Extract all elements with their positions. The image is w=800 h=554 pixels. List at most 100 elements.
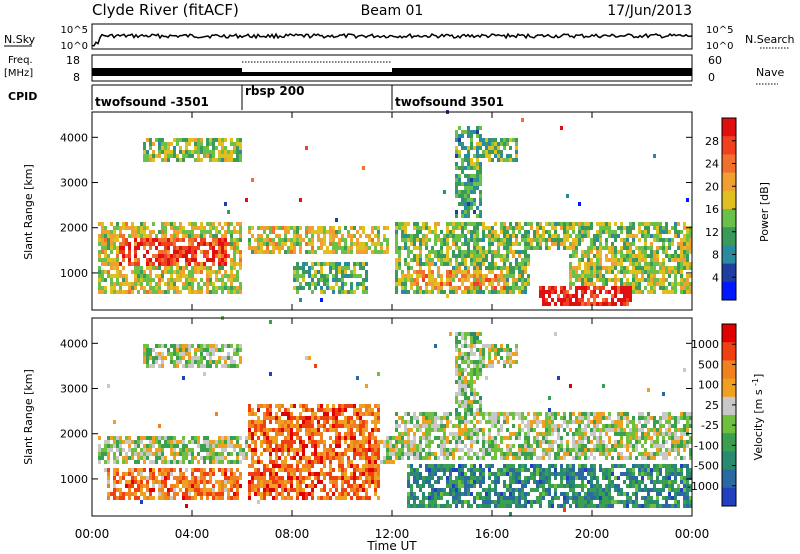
range-gate-cell — [467, 130, 470, 134]
range-gate-cell — [569, 246, 572, 250]
range-gate-cell — [602, 226, 605, 230]
range-gate-cell — [110, 238, 113, 242]
range-gate-cell — [653, 226, 656, 230]
range-gate-cell — [464, 472, 467, 476]
range-gate-cell — [446, 476, 449, 480]
range-gate-cell — [542, 294, 545, 298]
range-gate-cell — [218, 440, 221, 444]
range-gate-cell — [149, 448, 152, 452]
range-gate-cell — [176, 360, 179, 364]
range-gate-cell — [209, 448, 212, 452]
range-gate-cell — [509, 496, 512, 500]
range-gate-cell — [245, 452, 248, 456]
range-gate-cell — [461, 336, 464, 340]
range-gate-cell — [233, 266, 236, 270]
range-gate-cell — [611, 294, 614, 298]
range-gate-cell — [197, 452, 200, 456]
range-gate-cell — [479, 404, 482, 408]
range-gate-cell — [569, 222, 572, 226]
range-gate-cell — [626, 234, 629, 238]
range-gate-cell — [329, 496, 332, 500]
range-gate-cell — [338, 440, 341, 444]
range-gate-cell — [293, 404, 296, 408]
range-gate-cell — [356, 484, 359, 488]
cpid-segment-label: twofsound -3501 — [95, 95, 209, 109]
range-gate-cell — [230, 154, 233, 158]
range-gate-cell — [341, 282, 344, 286]
range-gate-cell — [509, 238, 512, 242]
range-gate-cell — [146, 436, 149, 440]
range-gate-cell — [236, 484, 239, 488]
range-gate-cell — [377, 452, 380, 456]
range-gate-cell — [215, 456, 218, 460]
range-gate-cell — [605, 282, 608, 286]
range-gate-cell — [506, 352, 509, 356]
range-gate-cell — [152, 150, 155, 154]
range-gate-cell — [419, 286, 422, 290]
range-gate-cell — [194, 138, 197, 142]
colorbar-swatch — [722, 172, 736, 192]
range-gate-cell — [218, 356, 221, 360]
range-gate-cell — [458, 400, 461, 404]
range-gate-cell — [98, 282, 101, 286]
range-gate-cell — [470, 130, 473, 134]
range-gate-cell — [431, 416, 434, 420]
range-gate-cell — [443, 242, 446, 246]
range-gate-cell — [425, 246, 428, 250]
range-gate-cell — [302, 440, 305, 444]
range-gate-cell — [116, 436, 119, 440]
range-gate-cell — [506, 468, 509, 472]
range-gate-cell — [413, 448, 416, 452]
range-gate-cell — [602, 302, 605, 306]
range-gate-cell — [221, 480, 224, 484]
range-gate-cell — [350, 472, 353, 476]
range-gate-cell — [179, 274, 182, 278]
range-gate-cell — [107, 496, 110, 500]
range-gate-cell — [356, 242, 359, 246]
range-gate-cell — [119, 242, 122, 246]
range-gate-cell — [458, 436, 461, 440]
range-gate-cell — [269, 416, 272, 420]
range-gate-cell — [326, 404, 329, 408]
range-gate-cell — [284, 226, 287, 230]
range-gate-cell — [305, 356, 308, 360]
range-gate-cell — [248, 424, 251, 428]
range-gate-cell — [128, 262, 131, 266]
range-gate-cell — [479, 246, 482, 250]
range-gate-cell — [134, 258, 137, 262]
range-gate-cell — [461, 170, 464, 174]
range-gate-cell — [206, 456, 209, 460]
range-gate-cell — [329, 230, 332, 234]
range-gate-cell — [146, 278, 149, 282]
range-gate-cell — [416, 456, 419, 460]
range-gate-cell — [506, 254, 509, 258]
range-gate-cell — [254, 250, 257, 254]
range-gate-cell — [161, 222, 164, 226]
range-gate-cell — [107, 238, 110, 242]
range-gate-cell — [416, 286, 419, 290]
range-gate-cell — [113, 230, 116, 234]
range-gate-cell — [305, 270, 308, 274]
range-gate-cell — [437, 444, 440, 448]
range-gate-cell — [116, 448, 119, 452]
range-gate-cell — [140, 484, 143, 488]
range-gate-cell — [497, 266, 500, 270]
range-gate-cell — [665, 226, 668, 230]
range-gate-cell — [665, 286, 668, 290]
range-gate-cell — [350, 464, 353, 468]
range-gate-cell — [407, 238, 410, 242]
range-gate-cell — [440, 262, 443, 266]
range-gate-cell — [386, 250, 389, 254]
range-gate-cell — [581, 278, 584, 282]
range-gate-cell — [164, 226, 167, 230]
range-gate-cell — [413, 278, 416, 282]
range-gate-cell — [260, 424, 263, 428]
range-gate-cell — [227, 274, 230, 278]
range-gate-cell — [338, 290, 341, 294]
range-gate-cell — [308, 440, 311, 444]
range-gate-cell — [227, 496, 230, 500]
range-gate-cell — [260, 234, 263, 238]
range-gate-cell — [149, 238, 152, 242]
range-gate-cell — [176, 270, 179, 274]
range-gate-cell — [629, 246, 632, 250]
